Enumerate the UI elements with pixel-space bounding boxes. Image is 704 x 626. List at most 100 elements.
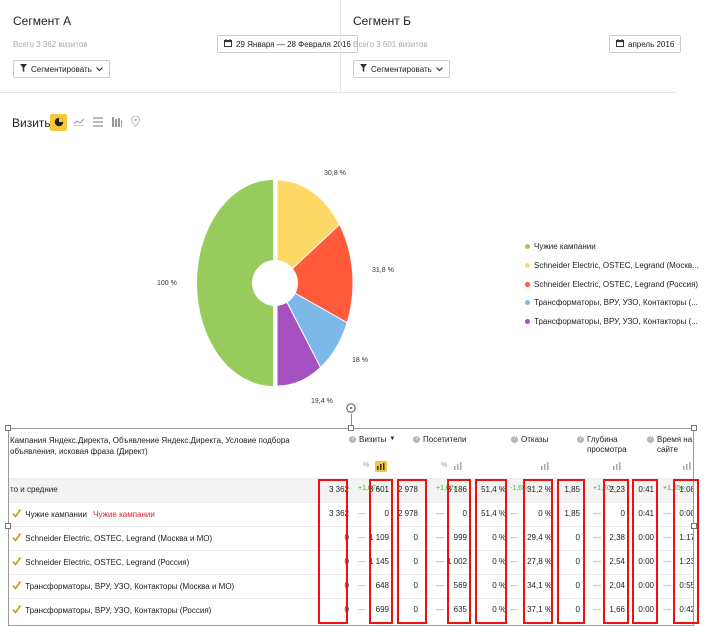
segment-a-segment-button[interactable]: Сегментировать: [13, 60, 110, 78]
rotate-handle-icon[interactable]: [345, 402, 357, 414]
pie-slice-4[interactable]: [276, 282, 322, 387]
table-row[interactable]: Чужие кампании Чужие кампании 3 362 — 0 2 9…: [9, 502, 693, 526]
table-chart-button[interactable]: [108, 114, 125, 131]
metric-value: 1,85: [564, 485, 580, 494]
row-label: Трансформаторы, ВРУ, УЗО, Контакторы (Ро…: [25, 606, 212, 615]
col-time[interactable]: ? Время на сайте: [647, 435, 693, 455]
visits-percent-toggle[interactable]: %: [363, 462, 370, 469]
legend-item-4[interactable]: Трансформаторы, ВРУ, УЗО, Контакторы (..…: [525, 317, 698, 326]
checkbox-checked-icon[interactable]: [12, 533, 22, 542]
metric-value: 1:08: [679, 485, 694, 494]
segment-a-panel: Сегмент А Всего 3 362 визитов 29 Января …: [0, 0, 358, 92]
col-depth-label: Глубина просмотра: [587, 435, 627, 454]
table-row[interactable]: Schneider Electric, OSTEC, Legrand (Росс…: [9, 550, 694, 574]
filter-icon: [360, 64, 367, 74]
chevron-down-icon: [435, 65, 443, 74]
metric-value: 0: [575, 533, 580, 542]
segment-b-date-button[interactable]: апрель 2016: [609, 35, 682, 53]
delta-value: —: [436, 581, 444, 590]
help-icon: ?: [577, 436, 584, 443]
visitors-bar-toggle[interactable]: [454, 462, 463, 472]
bar-chart-icon: [92, 116, 103, 129]
row-sublabel: Чужие кампании: [93, 510, 155, 519]
legend-item-0[interactable]: Чужие кампании: [525, 242, 596, 251]
filter-icon: [20, 64, 27, 74]
pie-center-hole: [252, 260, 298, 306]
visitors-percent-toggle[interactable]: %: [441, 462, 448, 469]
segment-b-segment-button[interactable]: Сегментировать: [353, 60, 450, 78]
metric-value: 0: [344, 581, 349, 590]
delta-value: —: [358, 509, 366, 518]
segment-b-panel: Сегмент Б Всего 3 601 визитов апрель 201…: [341, 0, 682, 92]
row-label-wrap: Трансформаторы, ВРУ, УЗО, Контакторы (Ро…: [12, 605, 211, 615]
metric-value: 0:00: [638, 581, 654, 590]
row-label: Трансформаторы, ВРУ, УЗО, Контакторы (Мо…: [25, 582, 235, 591]
checkbox-checked-icon[interactable]: [12, 581, 22, 590]
table-row[interactable]: Schneider Electric, OSTEC, Legrand (Моск…: [9, 526, 693, 550]
depth-bar-toggle[interactable]: [613, 462, 622, 472]
map-button[interactable]: [127, 114, 144, 131]
bounces-bar-toggle[interactable]: [541, 462, 550, 472]
col-visitors[interactable]: ? Посетители: [413, 435, 466, 444]
table-total-row[interactable]: то и средние 3 362 +1,07x 3 601 2 978 +1,07x 3…: [9, 478, 694, 502]
pie-slice-1[interactable]: [276, 179, 341, 285]
table-row[interactable]: Трансформаторы, ВРУ, УЗО, Контакторы (Мо…: [9, 574, 693, 598]
metric-value: 3 186: [446, 485, 467, 494]
col-depth[interactable]: ? Глубина просмотра: [577, 435, 627, 455]
legend-item-1[interactable]: Schneider Electric, OSTEC, Legrand (Моск…: [525, 261, 699, 270]
row-label: то и средние: [10, 485, 58, 494]
metric-value: 0: [575, 581, 580, 590]
line-chart-button[interactable]: [70, 114, 87, 131]
pie-slice-0[interactable]: [197, 180, 273, 386]
resize-handle[interactable]: [5, 523, 11, 529]
resize-handle[interactable]: [691, 425, 697, 431]
time-bar-toggle[interactable]: [683, 462, 692, 472]
segment-b-segment-label: Сегментировать: [371, 64, 432, 74]
visits-bar-toggle[interactable]: [375, 461, 387, 472]
legend-dot: [525, 282, 530, 287]
resize-handle[interactable]: [691, 523, 697, 529]
resize-handle[interactable]: [5, 425, 11, 431]
visits-title: Визиты: [12, 116, 54, 130]
legend-label: Трансформаторы, ВРУ, УЗО, Контакторы (..…: [534, 298, 698, 307]
row-label-wrap: Schneider Electric, OSTEC, Legrand (Росс…: [12, 557, 189, 567]
delta-value: —: [436, 605, 444, 614]
pie-chart-button[interactable]: [50, 114, 67, 131]
segment-a-date-button[interactable]: 29 Января — 28 Февраля 2016: [217, 35, 358, 53]
table-chart-icon: [111, 116, 122, 129]
delta-value: —: [358, 581, 366, 590]
segment-a-date-label: 29 Января — 28 Февраля 2016: [236, 39, 351, 49]
segment-b-total: Всего 3 601 визитов: [353, 40, 428, 49]
table-row[interactable]: Трансформаторы, ВРУ, УЗО, Контакторы (Ро…: [9, 598, 693, 622]
col-visits[interactable]: ? Визиты ▼: [349, 435, 395, 444]
metric-value: 31,2 %: [527, 485, 552, 494]
metric-value: 1:23: [679, 557, 694, 566]
help-icon: ?: [647, 436, 654, 443]
delta-value: —: [663, 581, 671, 590]
col-bounces[interactable]: ? Отказы: [511, 435, 548, 444]
pie-label-3: 18 %: [352, 357, 368, 364]
metric-value: 2 978: [397, 509, 418, 518]
legend-item-3[interactable]: Трансформаторы, ВРУ, УЗО, Контакторы (..…: [525, 298, 698, 307]
metric-value: 1,85: [564, 509, 580, 518]
pie-slice-2[interactable]: [276, 223, 354, 324]
metric-value: 2,38: [609, 533, 625, 542]
calendar-icon: [616, 39, 624, 49]
header-divider: [0, 92, 676, 93]
metric-value: 0 %: [492, 581, 506, 590]
sort-desc-icon: ▼: [389, 436, 396, 442]
checkbox-checked-icon[interactable]: [12, 605, 22, 614]
delta-value: —: [510, 509, 518, 518]
checkbox-checked-icon[interactable]: [12, 509, 22, 518]
checkbox-checked-icon[interactable]: [12, 557, 22, 566]
delta-value: —: [510, 533, 518, 542]
chevron-down-icon: [95, 65, 103, 74]
metric-value: 0: [344, 533, 349, 542]
resize-handle[interactable]: [348, 425, 354, 431]
metric-value: 0: [462, 509, 467, 518]
bar-chart-button[interactable]: [89, 114, 106, 131]
pie-label-0: 100 %: [157, 280, 177, 287]
legend-item-2[interactable]: Schneider Electric, OSTEC, Legrand (Росс…: [525, 280, 698, 289]
metric-value: 0 %: [492, 533, 506, 542]
metric-value: 0: [413, 605, 418, 614]
